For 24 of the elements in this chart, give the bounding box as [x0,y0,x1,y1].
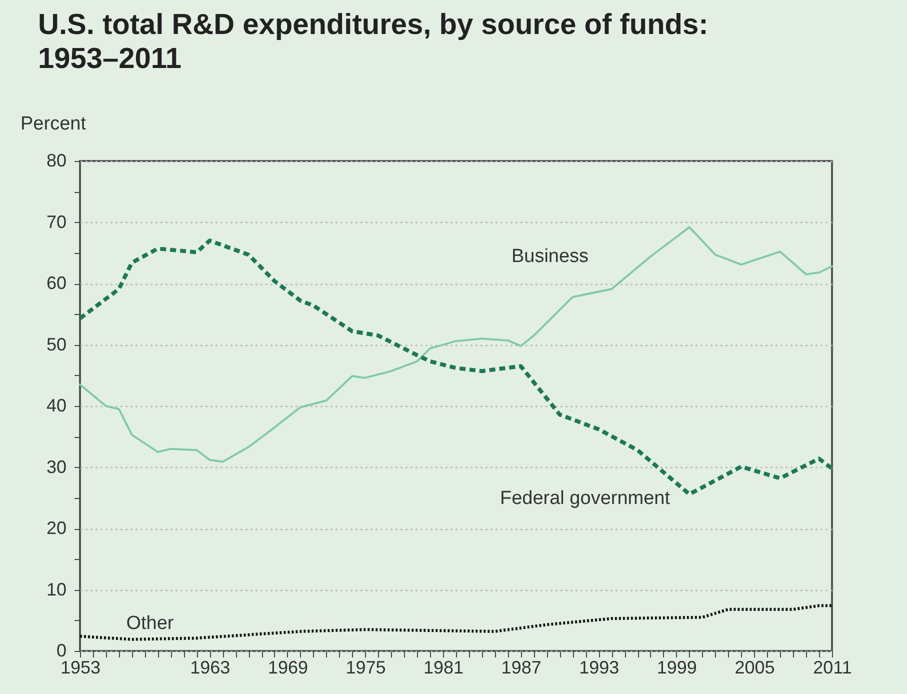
y-tick-label: 50 [46,334,66,355]
x-tick-label: 1987 [501,658,542,678]
line-series [78,604,834,642]
y-tick-label: 80 [46,150,66,171]
x-tick-label: 1969 [268,658,308,678]
y-tick-label: 40 [46,396,66,416]
x-tick-label: 2005 [734,658,775,678]
series-label: Federal government [500,488,671,510]
x-tick-label: 1999 [656,658,697,678]
x-tick-label: 1963 [190,658,230,678]
x-tick-label: 1981 [424,658,464,678]
series-label: Other [126,613,174,634]
x-tick-label: 2011 [813,658,852,678]
y-tick-label: 30 [46,457,66,478]
y-tick-label: 20 [46,518,66,538]
series-label: Business [511,246,589,268]
x-tick-label: 1993 [579,658,620,678]
chart-title: U.S. total R&D expenditures, by source of funds: 1953–2011 [37,8,710,76]
y-tick-label: 60 [46,273,66,294]
y-axis-title: Percent [20,114,87,135]
y-tick-label: 10 [46,580,66,600]
x-tick-label: 1975 [346,658,386,678]
line-series [79,226,833,464]
y-tick-label: 70 [46,212,66,232]
